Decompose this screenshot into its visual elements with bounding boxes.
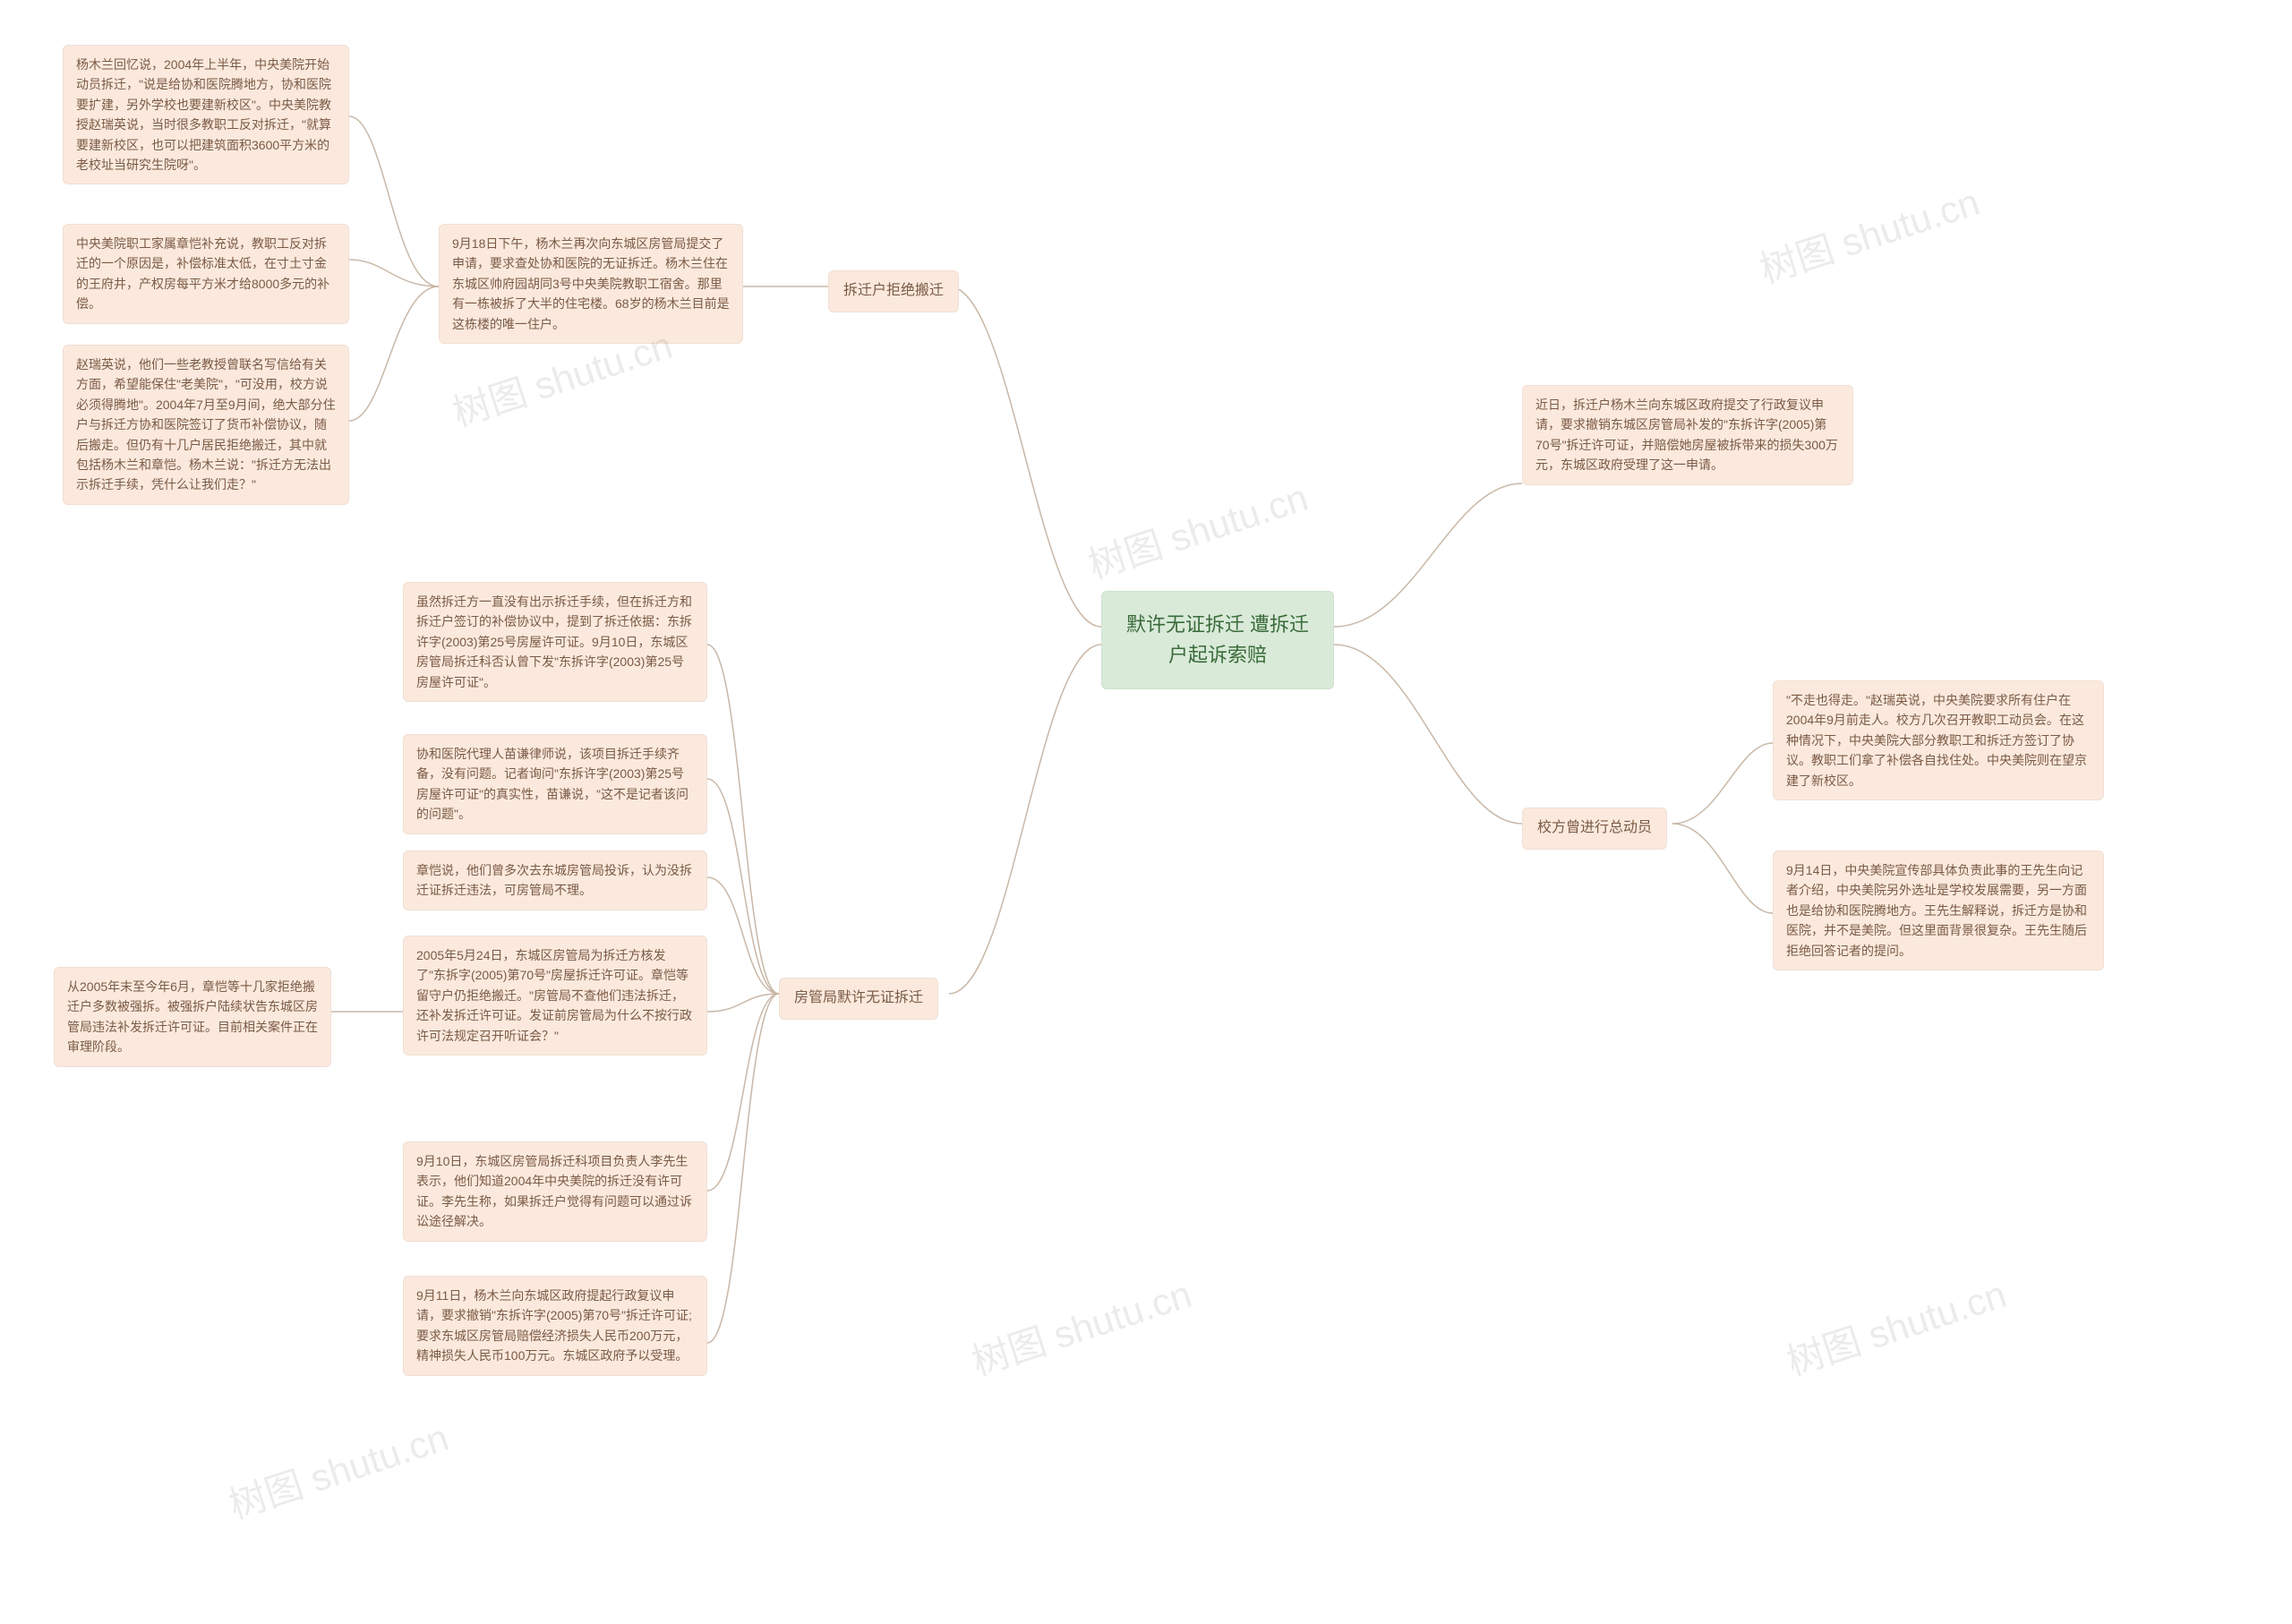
right-leaf-intro[interactable]: 近日，拆迁户杨木兰向东城区政府提交了行政复议申请，要求撤销东城区房管局补发的"东… [1522, 385, 1853, 485]
center-node[interactable]: 默许无证拆迁 遭拆迁户起诉索赔 [1101, 591, 1334, 689]
left-mid-l0m[interactable]: 9月18日下午，杨木兰再次向东城区房管局提交了申请，要求查处协和医院的无证拆迁。… [439, 224, 743, 344]
left-leaf-l1b[interactable]: 协和医院代理人苗谦律师说，该项目拆迁手续齐备，没有问题。记者询问"东拆许字(20… [403, 734, 707, 834]
watermark: 树图 shutu.cn [1779, 1264, 2013, 1387]
leaf-text: 杨木兰回忆说，2004年上半年，中央美院开始动员拆迁，"说是给协和医院腾地方，协… [76, 57, 331, 172]
branch-label: 房管局默许无证拆迁 [794, 990, 923, 1005]
leaf-text: 从2005年末至今年6月，章恺等十几家拒绝搬迁户多数被强拆。被强拆户陆续状告东城… [67, 979, 318, 1054]
leaf-text: 中央美院职工家属章恺补充说，教职工反对拆迁的一个原因是，补偿标准太低，在寸土寸金… [76, 236, 329, 311]
left-leaf-l0b[interactable]: 中央美院职工家属章恺补充说，教职工反对拆迁的一个原因是，补偿标准太低，在寸土寸金… [63, 224, 349, 324]
leaf-text: 9月10日，东城区房管局拆迁科项目负责人李先生表示，他们知道2004年中央美院的… [416, 1154, 692, 1228]
right-leaf-r1b[interactable]: 9月14日，中央美院宣传部具体负责此事的王先生向记者介绍，中央美院另外选址是学校… [1773, 850, 2104, 970]
branch-label: 校方曾进行总动员 [1537, 820, 1652, 835]
leaf-text: 2005年5月24日，东城区房管局为拆迁方核发了"东拆字(2005)第70号"房… [416, 948, 692, 1043]
left-leaf-l1f[interactable]: 9月11日，杨木兰向东城区政府提起行政复议申请，要求撤销"东拆许字(2005)第… [403, 1276, 707, 1376]
leaf-text: 9月14日，中央美院宣传部具体负责此事的王先生向记者介绍，中央美院另外选址是学校… [1786, 863, 2087, 958]
right-leaf-r1a[interactable]: "不走也得走。"赵瑞英说，中央美院要求所有住户在2004年9月前走人。校方几次召… [1773, 680, 2104, 800]
center-label: 默许无证拆迁 遭拆迁户起诉索赔 [1126, 613, 1309, 666]
left-leaf-l0a[interactable]: 杨木兰回忆说，2004年上半年，中央美院开始动员拆迁，"说是给协和医院腾地方，协… [63, 45, 349, 184]
leaf-text: "不走也得走。"赵瑞英说，中央美院要求所有住户在2004年9月前走人。校方几次召… [1786, 693, 2087, 788]
left-branch-housing[interactable]: 房管局默许无证拆迁 [779, 978, 938, 1020]
left-leaf-l0c[interactable]: 赵瑞英说，他们一些老教授曾联名写信给有关方面，希望能保住"老美院"，"可没用，校… [63, 345, 349, 505]
right-branch-school[interactable]: 校方曾进行总动员 [1522, 808, 1667, 850]
leaf-text: 9月11日，杨木兰向东城区政府提起行政复议申请，要求撤销"东拆许字(2005)第… [416, 1288, 692, 1363]
left-leaf-l1e[interactable]: 9月10日，东城区房管局拆迁科项目负责人李先生表示，他们知道2004年中央美院的… [403, 1141, 707, 1242]
branch-label: 拆迁户拒绝搬迁 [843, 283, 944, 298]
left-leaf-l1c[interactable]: 章恺说，他们曾多次去东城房管局投诉，认为没拆迁证拆迁违法，可房管局不理。 [403, 850, 707, 910]
watermark: 树图 shutu.cn [1752, 172, 1986, 295]
watermark: 树图 shutu.cn [964, 1264, 1198, 1387]
left-branch-refuse[interactable]: 拆迁户拒绝搬迁 [828, 270, 959, 312]
watermark: 树图 shutu.cn [221, 1407, 455, 1530]
leaf-text: 协和医院代理人苗谦律师说，该项目拆迁手续齐备，没有问题。记者询问"东拆许字(20… [416, 747, 688, 821]
watermark: 树图 shutu.cn [1081, 467, 1314, 590]
leaf-text: 虽然拆迁方一直没有出示拆迁手续，但在拆迁方和拆迁户签订的补偿协议中，提到了拆迁依… [416, 594, 692, 689]
leaf-text: 9月18日下午，杨木兰再次向东城区房管局提交了申请，要求查处协和医院的无证拆迁。… [452, 236, 730, 331]
leaf-text: 章恺说，他们曾多次去东城房管局投诉，认为没拆迁证拆迁违法，可房管局不理。 [416, 863, 692, 897]
left-leaf-l1d-extra[interactable]: 从2005年末至今年6月，章恺等十几家拒绝搬迁户多数被强拆。被强拆户陆续状告东城… [54, 967, 331, 1067]
mindmap-canvas: 默许无证拆迁 遭拆迁户起诉索赔 近日，拆迁户杨木兰向东城区政府提交了行政复议申请… [0, 0, 2292, 1624]
left-leaf-l1d[interactable]: 2005年5月24日，东城区房管局为拆迁方核发了"东拆字(2005)第70号"房… [403, 936, 707, 1056]
leaf-text: 近日，拆迁户杨木兰向东城区政府提交了行政复议申请，要求撤销东城区房管局补发的"东… [1535, 397, 1838, 472]
left-leaf-l1a[interactable]: 虽然拆迁方一直没有出示拆迁手续，但在拆迁方和拆迁户签订的补偿协议中，提到了拆迁依… [403, 582, 707, 702]
leaf-text: 赵瑞英说，他们一些老教授曾联名写信给有关方面，希望能保住"老美院"，"可没用，校… [76, 357, 336, 491]
